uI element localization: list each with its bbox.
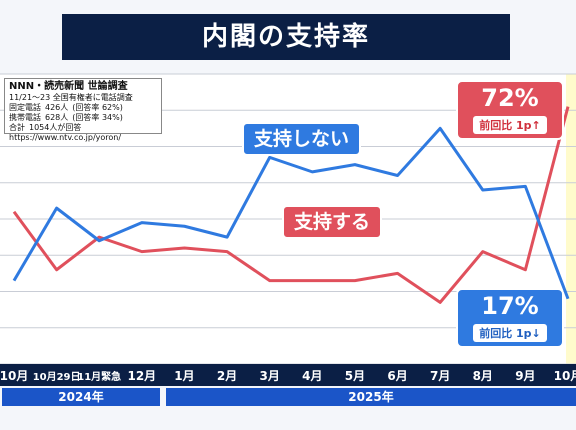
page-title: 内閣の支持率 (62, 14, 510, 60)
source-mobile-value: 628人 (45, 113, 69, 122)
x-tick-label: 9月 (515, 369, 535, 383)
source-mobile-rate: (回答率 34%) (72, 113, 123, 122)
x-tick-label: 12月 (127, 369, 156, 383)
x-tick-label: 8月 (473, 369, 493, 383)
x-tick-label: 1月 (174, 369, 194, 383)
source-url[interactable]: https://www.ntv.co.jp/yoron/ (9, 133, 122, 142)
x-tick-label: 10月29日 (33, 371, 81, 383)
source-fixed-value: 426人 (45, 103, 69, 112)
x-tick-label: 7月 (430, 369, 450, 383)
x-tick-label: 10月 (0, 369, 28, 383)
source-total-label: 合計 (9, 123, 25, 132)
x-tick-label: 4月 (302, 369, 322, 383)
source-mobile-label: 携帯電話 (9, 113, 41, 122)
series-line-oppose (12, 126, 570, 300)
callout-oppose: 17% 前回比 1p↓ (456, 288, 564, 348)
source-fixed-label: 固定電話 (9, 103, 41, 112)
callout-support: 72% 前回比 1p↑ (456, 80, 564, 140)
year-band-2025: 2025年 (166, 388, 576, 406)
callout-oppose-value: 17% (481, 292, 539, 320)
callout-support-value: 72% (481, 84, 539, 112)
series-label-support: 支持する (282, 205, 383, 239)
series-label-oppose: 支持しない (242, 122, 362, 156)
source-fixed-rate: (回答率 62%) (72, 103, 123, 112)
series-line-support (12, 106, 570, 304)
x-tick-label: 6月 (387, 369, 407, 383)
source-total-value: 1054人が回答 (29, 123, 82, 132)
x-tick-label: 5月 (345, 369, 365, 383)
year-band-2024: 2024年 (2, 388, 160, 406)
x-tick-label: 3月 (260, 369, 280, 383)
x-tick-label: 2月 (217, 369, 237, 383)
callout-oppose-change: 前回比 1p↓ (473, 324, 547, 342)
x-axis-bar (0, 364, 576, 386)
source-line1: 11/21～23 全国有権者に電話調査 (9, 93, 133, 102)
x-tick-label: 10月 (554, 369, 576, 383)
source-box: NNN・読売新聞 世論調査 11/21～23 全国有権者に電話調査 固定電話 4… (4, 78, 162, 142)
source-title: NNN・読売新聞 世論調査 (9, 81, 128, 92)
callout-support-change: 前回比 1p↑ (473, 116, 547, 134)
x-tick-label: 11月緊急 (77, 370, 121, 383)
